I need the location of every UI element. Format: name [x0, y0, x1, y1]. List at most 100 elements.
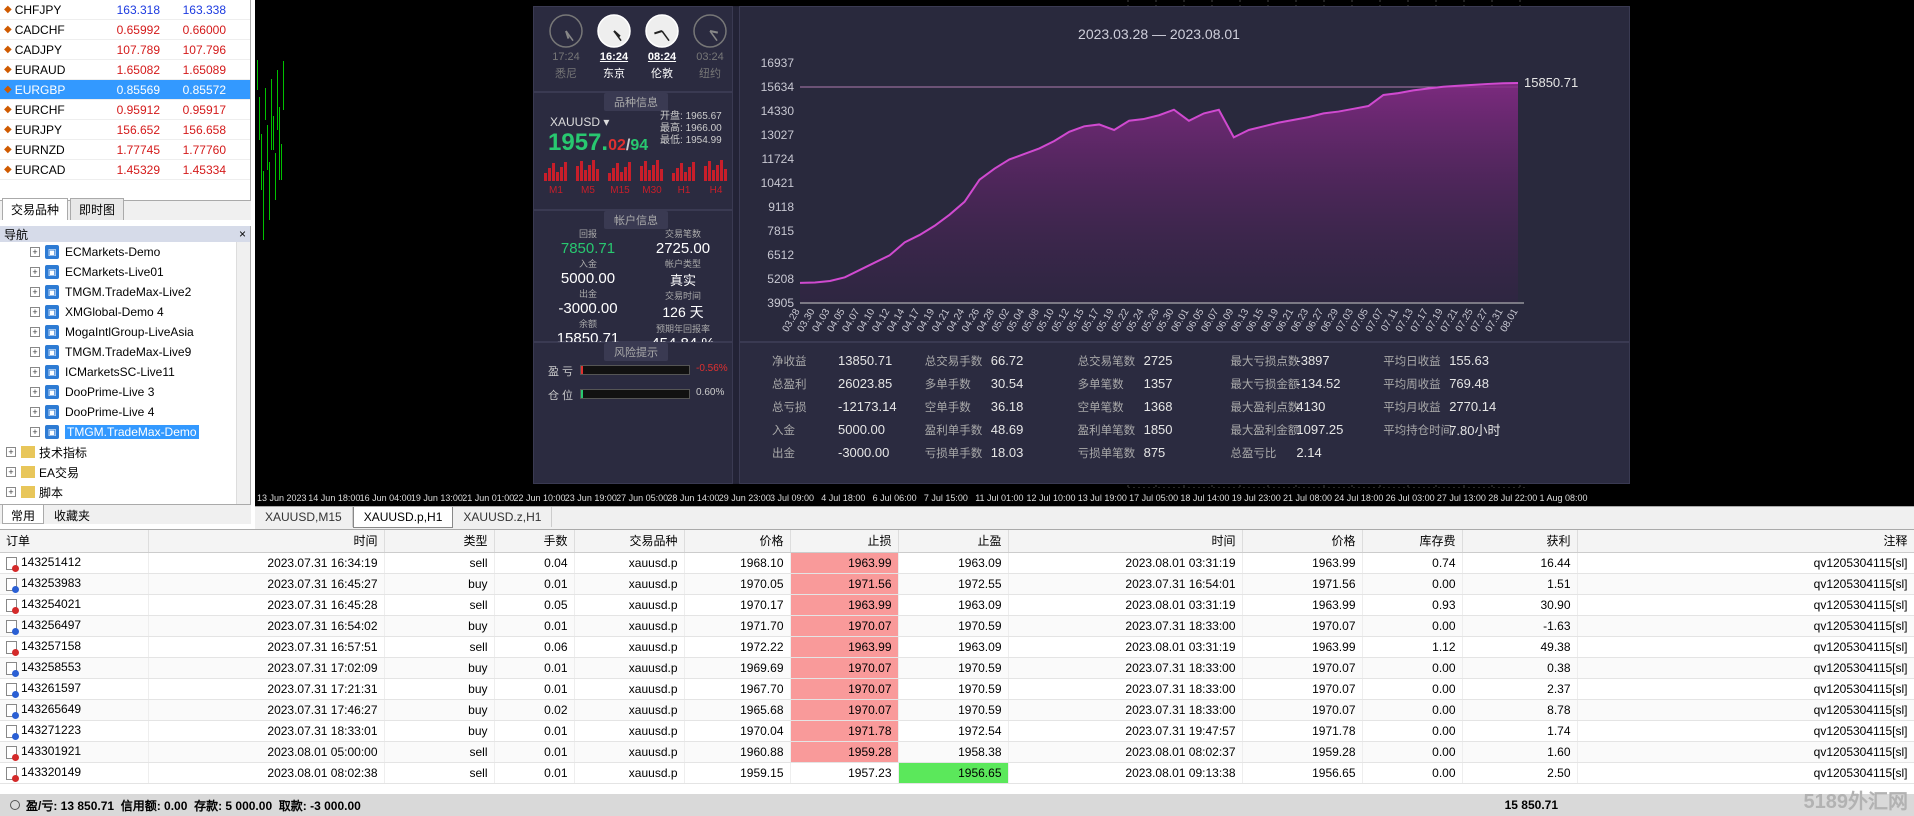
column-header[interactable]: 价格	[1242, 530, 1363, 553]
expand-icon[interactable]: +	[30, 307, 40, 317]
market-watch-row[interactable]: ◆ EURCHF 0.95912 0.95917	[0, 100, 250, 120]
column-header[interactable]: 注释	[1577, 530, 1914, 553]
tab-symbols[interactable]: 交易品种	[2, 198, 69, 220]
symbol-cell[interactable]: ◆ EURGBP	[0, 83, 98, 97]
expand-icon[interactable]: +	[30, 387, 40, 397]
order-row[interactable]: 143301921 2023.08.01 05:00:00 sell 0.01 xauu…	[0, 741, 1914, 763]
market-watch-row[interactable]: ◆ EURGBP 0.85569 0.85572	[0, 80, 250, 100]
column-header[interactable]: 止盈	[898, 530, 1009, 553]
column-header[interactable]: 订单	[0, 530, 149, 553]
navigator-scrollbar[interactable]	[236, 242, 250, 504]
order-cell: 1972.55	[898, 573, 1009, 595]
order-row[interactable]: 143271223 2023.07.31 18:33:01 buy 0.01 xauus…	[0, 720, 1914, 742]
column-header[interactable]: 类型	[384, 530, 495, 553]
order-cell: 2023.08.01 03:31:19	[1008, 552, 1243, 574]
stat-cell: 平均日收益 155.63	[1383, 349, 1532, 372]
navigator-account[interactable]: + ▣ TMGM.TradeMax-Demo	[0, 422, 250, 442]
symbol-cell[interactable]: ◆ EURCHF	[0, 103, 98, 117]
chart-tab[interactable]: XAUUSD.p,H1	[352, 507, 454, 528]
expand-icon[interactable]: +	[6, 467, 16, 477]
expand-icon[interactable]: +	[30, 287, 40, 297]
expand-icon[interactable]: +	[30, 407, 40, 417]
expand-icon[interactable]: +	[30, 367, 40, 377]
navigator-account[interactable]: + ▣ ECMarkets-Demo	[0, 242, 250, 262]
order-cell: 1971.78	[1242, 720, 1363, 742]
order-cell: 1970.07	[790, 699, 899, 721]
order-cell: 143257158	[0, 636, 149, 658]
column-header[interactable]: 时间	[1008, 530, 1243, 553]
expand-icon[interactable]: +	[6, 447, 16, 457]
navigator-folder[interactable]: + 脚本	[0, 482, 250, 502]
order-cell: 0.00	[1362, 762, 1463, 784]
column-header[interactable]: 价格	[684, 530, 791, 553]
risk-pl-bar	[580, 365, 690, 375]
price-chart[interactable]: 1977.351971.301965.401959.001955.751952.…	[255, 0, 1914, 506]
column-header[interactable]: 库存费	[1362, 530, 1463, 553]
navigator-account[interactable]: + ▣ XMGlobal-Demo 4	[0, 302, 250, 322]
column-header[interactable]: 手数	[494, 530, 575, 553]
market-watch-row[interactable]: ◆ EURAUD 1.65082 1.65089	[0, 60, 250, 80]
order-row[interactable]: 143253983 2023.07.31 16:45:27 buy 0.01 xauus…	[0, 573, 1914, 595]
symbol-cell[interactable]: ◆ CADJPY	[0, 43, 98, 57]
navigator-account[interactable]: + ▣ MogaIntlGroup-LiveAsia	[0, 322, 250, 342]
order-row[interactable]: 143251412 2023.07.31 16:34:19 sell 0.04 xauu…	[0, 552, 1914, 574]
close-icon[interactable]: ×	[238, 227, 246, 241]
order-row[interactable]: 143258553 2023.07.31 17:02:09 buy 0.01 xauus…	[0, 657, 1914, 679]
order-row[interactable]: 143254021 2023.07.31 16:45:28 sell 0.05 xauu…	[0, 594, 1914, 616]
equity-chart-panel: 2023.03.28 — 2023.08.01 16937 15634 14330 13…	[739, 6, 1630, 342]
order-cell: 0.93	[1362, 594, 1463, 616]
expand-icon[interactable]: +	[30, 347, 40, 357]
order-row[interactable]: 143320149 2023.08.01 08:02:38 sell 0.01 xauu…	[0, 762, 1914, 784]
expand-icon[interactable]: +	[6, 487, 16, 497]
navigator-folder[interactable]: + 技术指标	[0, 442, 250, 462]
tab-common[interactable]: 常用	[2, 505, 45, 524]
symbol-cell[interactable]: ◆ CADCHF	[0, 23, 98, 37]
expand-icon[interactable]: +	[30, 427, 40, 437]
navigator-account[interactable]: + ▣ DooPrime-Live 4	[0, 402, 250, 422]
column-header[interactable]: 时间	[148, 530, 385, 553]
navigator-account[interactable]: + ▣ ICMarketsSC-Live11	[0, 362, 250, 382]
symbol-cell[interactable]: ◆ CHFJPY	[0, 3, 98, 17]
order-history-table: 订单 时间 类型 手数 交易品种 价格 止损 止盈 时间 价格 库存费 获利 注释 143251412 2…	[0, 530, 1914, 784]
symbol-cell[interactable]: ◆ EURJPY	[0, 123, 98, 137]
expand-icon[interactable]: +	[30, 247, 40, 257]
folder-icon	[21, 486, 35, 498]
order-cell: 2023.07.31 18:33:00	[1008, 699, 1243, 721]
navigator-folder[interactable]: + EA交易	[0, 462, 250, 482]
ask-price: 156.658	[182, 122, 226, 137]
order-row[interactable]: 143261597 2023.07.31 17:21:31 buy 0.01 xauus…	[0, 678, 1914, 700]
expand-icon[interactable]: +	[30, 327, 40, 337]
timeframe-bar	[680, 163, 683, 181]
market-watch-row[interactable]: ◆ EURCAD 1.45329 1.45334	[0, 160, 250, 180]
column-header[interactable]: 获利	[1462, 530, 1578, 553]
order-cell: xauusd.p	[574, 552, 685, 574]
navigator-account[interactable]: + ▣ ECMarkets-Live01	[0, 262, 250, 282]
expand-icon[interactable]: +	[30, 267, 40, 277]
chart-tab[interactable]: XAUUSD.z,H1	[453, 507, 553, 527]
tab-favorites[interactable]: 收藏夹	[54, 509, 91, 523]
column-header[interactable]: 止损	[790, 530, 899, 553]
navigator-account[interactable]: + ▣ TMGM.TradeMax-Live9	[0, 342, 250, 362]
navigator-account[interactable]: + ▣ TMGM.TradeMax-Live2	[0, 282, 250, 302]
timeframe-label: M15	[610, 185, 630, 195]
symbol-cell[interactable]: ◆ EURAUD	[0, 63, 98, 77]
market-watch-row[interactable]: ◆ CHFJPY 163.318 163.338	[0, 0, 250, 20]
column-header[interactable]: 交易品种	[574, 530, 685, 553]
market-watch-row[interactable]: ◆ CADJPY 107.789 107.796	[0, 40, 250, 60]
market-watch-row[interactable]: ◆ EURJPY 156.652 156.658	[0, 120, 250, 140]
order-row[interactable]: 143256497 2023.07.31 16:54:02 buy 0.01 xauus…	[0, 615, 1914, 637]
risk-pl-value: -0.56%	[696, 363, 728, 374]
market-watch-row[interactable]: ◆ EURNZD 1.77745 1.77760	[0, 140, 250, 160]
navigator-account[interactable]: + ▣ DooPrime-Live 3	[0, 382, 250, 402]
order-row[interactable]: 143257158 2023.07.31 16:57:51 sell 0.06 xauu…	[0, 636, 1914, 658]
chart-tab[interactable]: XAUUSD,M15	[255, 507, 353, 527]
order-row[interactable]: 143265649 2023.07.31 17:46:27 buy 0.02 xauus…	[0, 699, 1914, 721]
symbol-cell[interactable]: ◆ EURNZD	[0, 143, 98, 157]
order-cell: 1970.04	[684, 720, 791, 742]
market-watch-row[interactable]: ◆ CADCHF 0.65992 0.66000	[0, 20, 250, 40]
symbol-cell[interactable]: ◆ EURCAD	[0, 163, 98, 177]
chevron-down-icon[interactable]: ▾	[603, 115, 610, 129]
symbol-name[interactable]: XAUUSD ▾	[550, 115, 610, 129]
account-icon: ▣	[45, 305, 59, 319]
tab-tick-chart[interactable]: 即时图	[70, 198, 125, 220]
